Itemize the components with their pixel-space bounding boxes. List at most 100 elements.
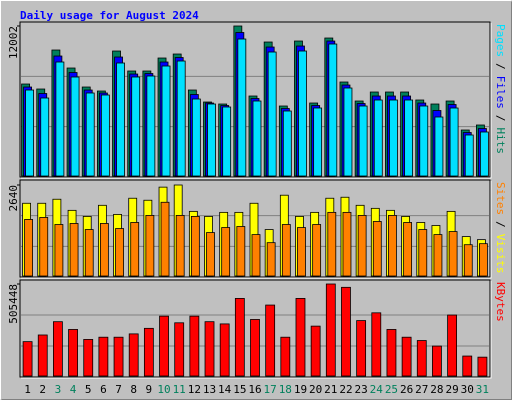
- bar: [128, 333, 139, 377]
- bar: [401, 336, 412, 377]
- bar: [25, 89, 34, 177]
- bar: [68, 329, 78, 377]
- bar: [40, 97, 50, 177]
- bar: [341, 286, 351, 377]
- x-tick-label: 11: [173, 383, 186, 396]
- x-tick-label: 10: [157, 383, 170, 396]
- bar: [250, 319, 260, 377]
- bar: [313, 107, 323, 177]
- bar: [221, 227, 231, 277]
- bar: [371, 312, 382, 377]
- x-tick-label: 24: [370, 383, 384, 396]
- x-tick-label: 3: [55, 383, 62, 396]
- x-tick-label: 17: [264, 383, 277, 396]
- bar: [479, 243, 488, 277]
- bar: [312, 224, 322, 277]
- bar: [55, 61, 65, 177]
- bar: [237, 38, 247, 177]
- x-tick-label: 5: [85, 383, 92, 396]
- x-tick-label: 1: [24, 383, 31, 396]
- bar: [219, 323, 230, 377]
- bar: [53, 321, 63, 377]
- bar: [130, 222, 140, 277]
- bar: [175, 215, 185, 277]
- x-tick-label: 21: [324, 383, 337, 396]
- bar: [267, 51, 277, 177]
- bar: [116, 62, 125, 177]
- bar: [297, 227, 306, 277]
- bar: [325, 283, 336, 377]
- chart-title: Daily usage for August 2024: [20, 9, 199, 22]
- bar: [204, 321, 215, 377]
- panel-shadow: [21, 281, 492, 379]
- bar: [113, 336, 124, 377]
- bar: [463, 244, 473, 277]
- bar: [462, 355, 473, 377]
- bar: [174, 322, 185, 377]
- bar: [282, 110, 292, 177]
- bar: [252, 100, 262, 177]
- bar: [464, 134, 474, 177]
- bar: [373, 99, 383, 177]
- bar: [69, 223, 79, 277]
- bar: [388, 215, 397, 277]
- bar: [236, 226, 246, 277]
- bar: [477, 356, 488, 377]
- x-tick-label: 30: [461, 383, 474, 396]
- x-tick-label: 20: [309, 383, 322, 396]
- bar: [280, 336, 291, 377]
- bar: [206, 232, 215, 277]
- bar: [434, 116, 444, 177]
- bar: [176, 60, 186, 177]
- x-tick-label: 7: [115, 383, 122, 396]
- y-tick-label: 2640: [7, 185, 20, 212]
- x-tick-label: 23: [355, 383, 368, 396]
- bar: [328, 43, 338, 177]
- bar: [191, 98, 201, 177]
- bar: [145, 215, 155, 277]
- x-tick-label: 27: [415, 383, 428, 396]
- bar: [251, 234, 261, 277]
- bar: [447, 314, 457, 377]
- legend: KBytes: [494, 282, 507, 322]
- x-tick-label: 6: [100, 383, 107, 396]
- panel-shadow: [21, 23, 492, 179]
- legend-separator: /: [494, 63, 507, 70]
- bar: [418, 229, 428, 277]
- bar: [310, 325, 321, 377]
- bar: [160, 201, 170, 277]
- bar: [404, 99, 414, 177]
- bar: [266, 242, 276, 277]
- x-tick-label: 25: [385, 383, 398, 396]
- x-tick-label: 31: [476, 383, 489, 396]
- bar: [295, 298, 306, 377]
- bar: [189, 315, 200, 377]
- legend-separator: /: [494, 115, 507, 122]
- bar: [24, 219, 33, 277]
- bar: [83, 339, 94, 377]
- bar: [389, 99, 398, 177]
- bar: [85, 92, 95, 177]
- x-tick-label: 12: [188, 383, 201, 396]
- bar: [386, 329, 397, 377]
- bar: [343, 87, 353, 177]
- bar: [98, 336, 109, 377]
- x-tick-label: 16: [248, 383, 261, 396]
- x-tick-label: 13: [203, 383, 216, 396]
- bar: [22, 341, 33, 377]
- bar: [432, 345, 442, 377]
- panel-shadow: [21, 181, 492, 279]
- x-tick-label: 19: [294, 383, 307, 396]
- bar: [143, 327, 154, 377]
- x-tick-label: 28: [430, 383, 443, 396]
- bar: [281, 224, 291, 277]
- bar: [449, 107, 459, 177]
- bar: [416, 340, 427, 377]
- bar: [265, 304, 276, 377]
- bar: [327, 211, 337, 277]
- bar: [37, 334, 48, 377]
- bar: [298, 50, 307, 177]
- bar: [357, 215, 367, 277]
- x-tick-label: 4: [70, 383, 77, 396]
